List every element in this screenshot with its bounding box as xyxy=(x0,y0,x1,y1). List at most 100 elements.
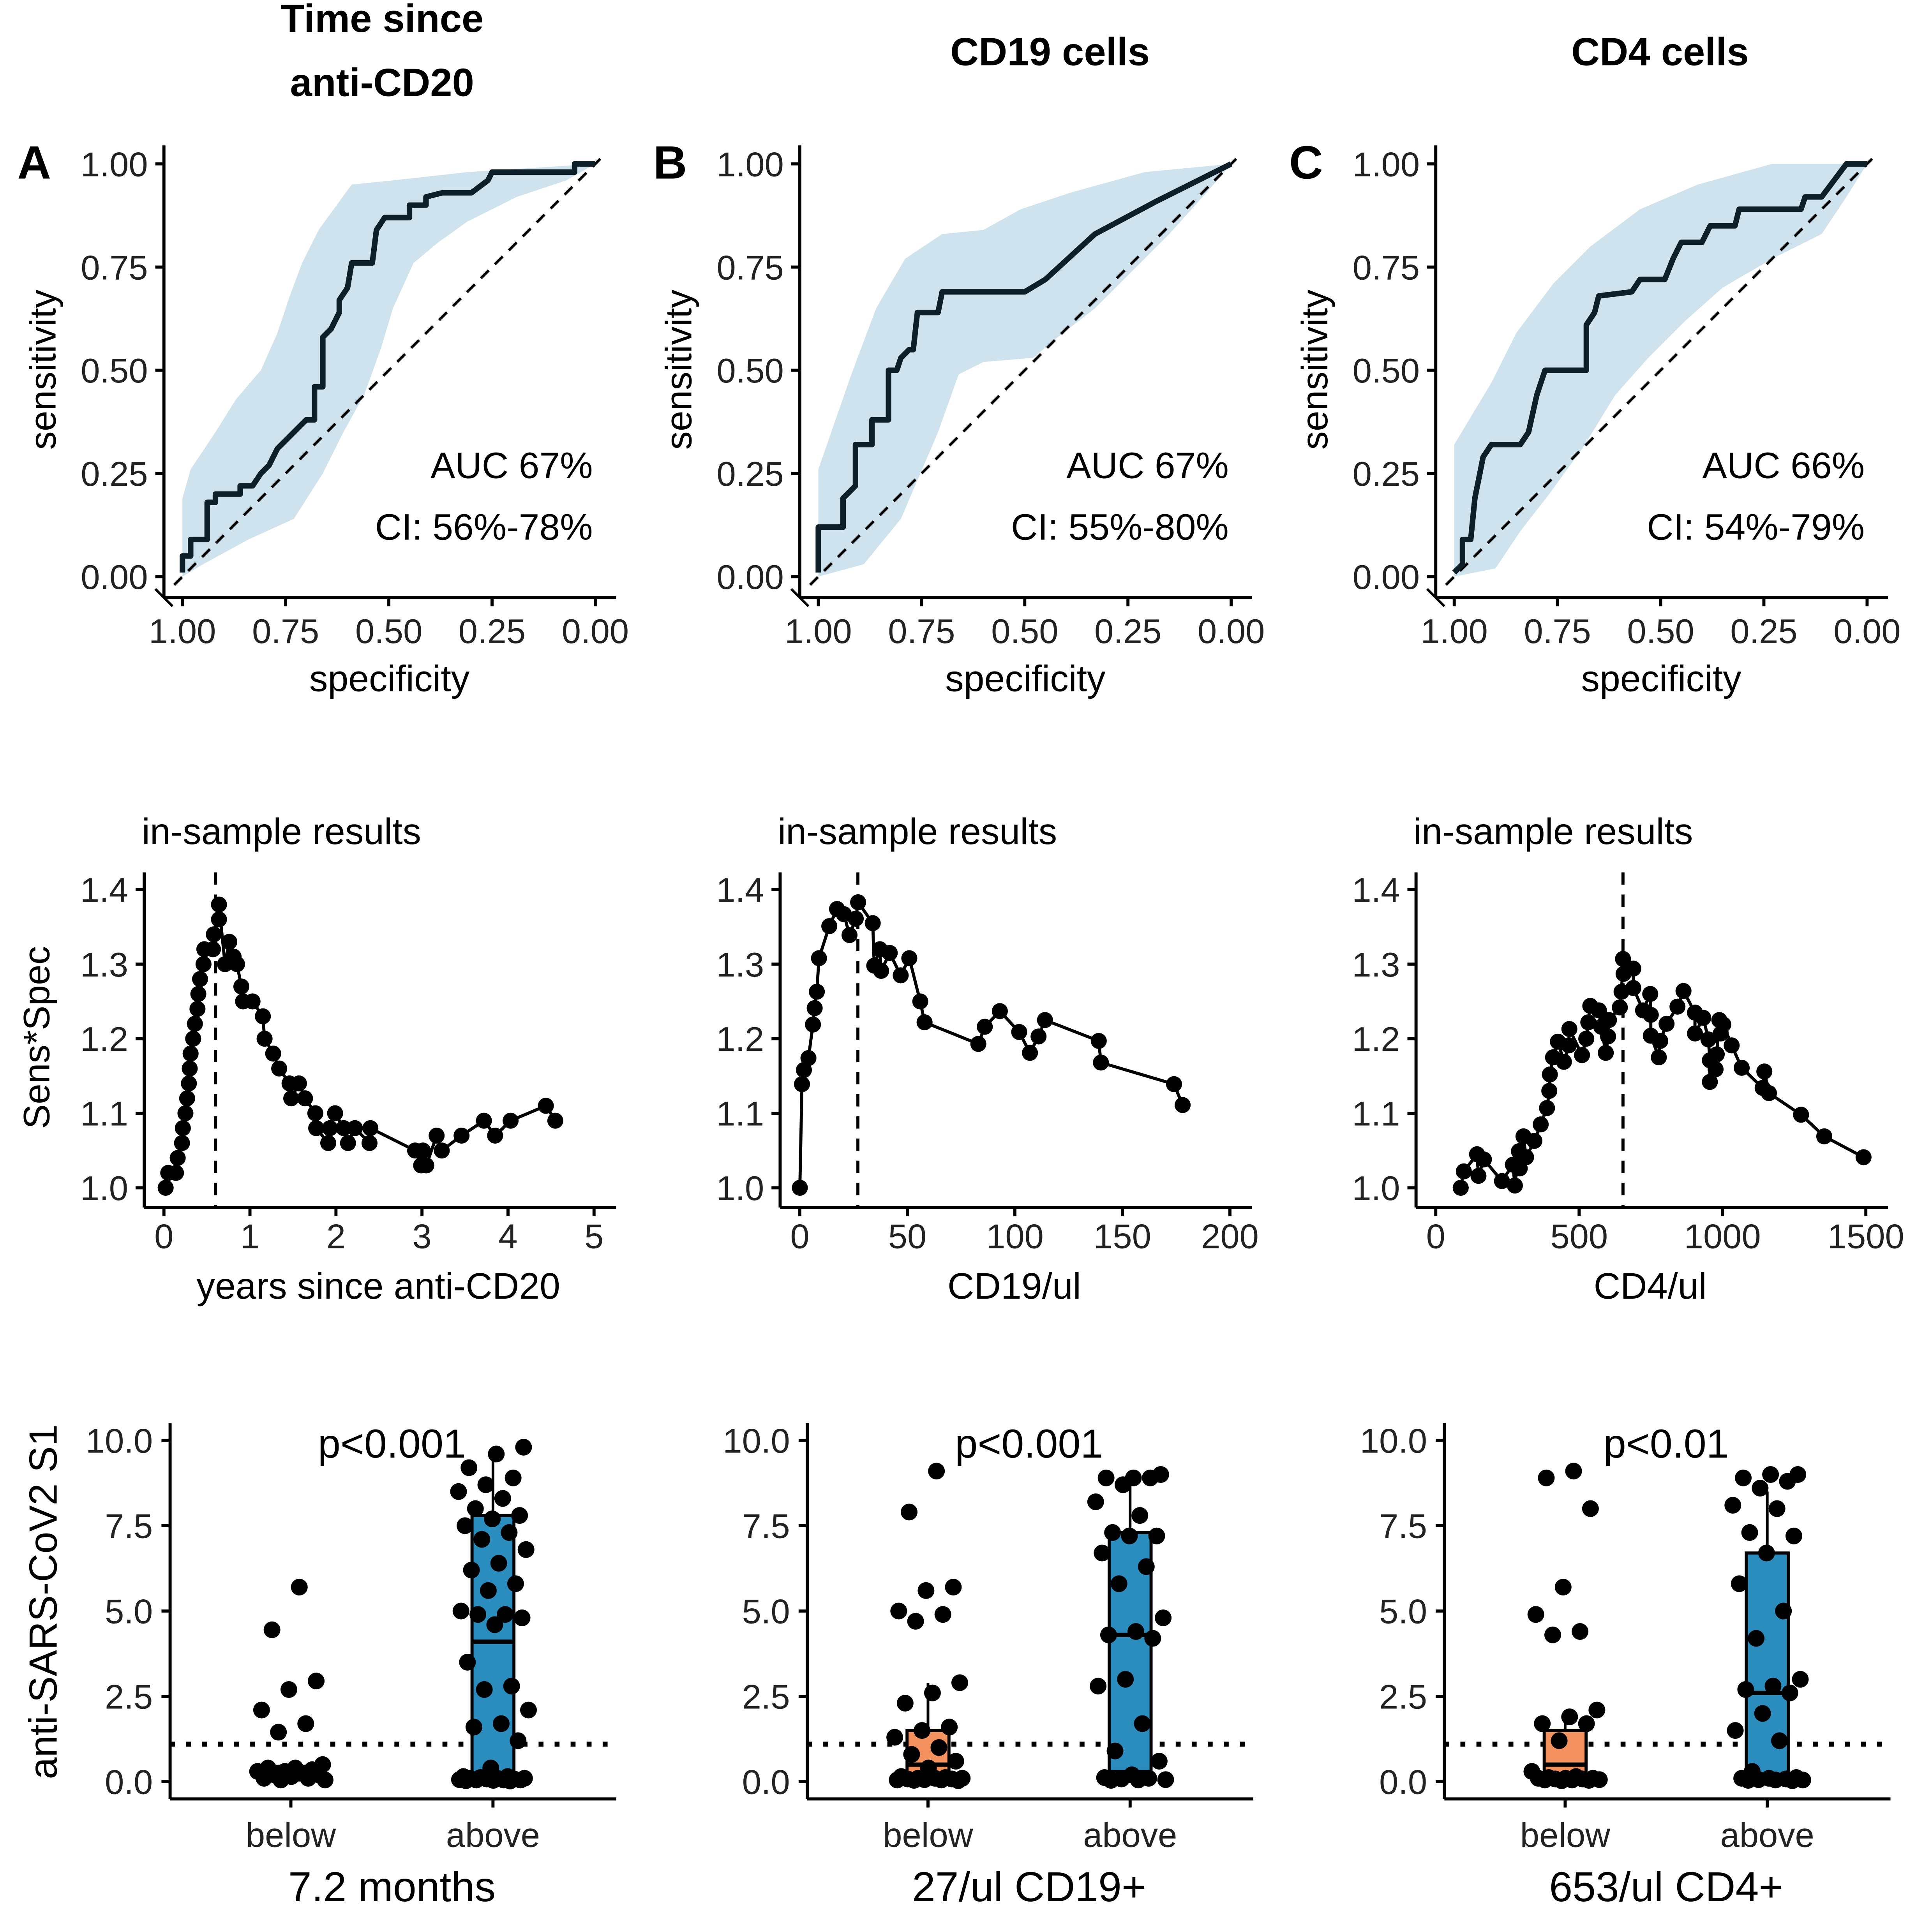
data-point xyxy=(1542,1066,1558,1083)
y-tick-label: 1.3 xyxy=(716,945,764,984)
reference-diagonal xyxy=(1445,155,1877,586)
data-point xyxy=(1456,1163,1472,1179)
data-point xyxy=(916,1014,933,1031)
data-point xyxy=(1758,1544,1775,1562)
auc-label: AUC 67% xyxy=(430,445,593,486)
reference-diagonal xyxy=(173,155,605,586)
y-tick-label: 2.5 xyxy=(1379,1678,1427,1716)
data-point xyxy=(882,945,898,961)
y-tick-label: 1.1 xyxy=(1352,1095,1400,1133)
data-point xyxy=(507,1575,524,1592)
data-point xyxy=(327,1105,343,1121)
data-point xyxy=(809,984,825,1000)
data-point xyxy=(487,1127,503,1144)
boxplot-chart-b: 0.0 2.5 5.0 7.5 10.0 below above p<0.001 27/ul C… xyxy=(723,1421,1254,1910)
y-tick-label: 5.0 xyxy=(1379,1592,1427,1631)
y-tick-label: 1.2 xyxy=(80,1020,128,1058)
data-point xyxy=(1669,998,1686,1015)
y-axis-title: Sens*Spec xyxy=(16,946,58,1129)
data-point xyxy=(1735,1469,1752,1486)
data-point xyxy=(934,1606,951,1623)
y-tick-label: 0.75 xyxy=(81,248,148,287)
x-tick-label: 1.00 xyxy=(785,612,852,650)
data-point xyxy=(300,1770,317,1787)
data-point xyxy=(1600,1028,1616,1045)
x-tick-label: 150 xyxy=(1094,1217,1151,1255)
chart-subtitle: in-sample results xyxy=(1413,811,1693,852)
ci-band xyxy=(182,164,595,577)
x-tick-label: 0.75 xyxy=(888,612,955,650)
data-point xyxy=(1142,1469,1159,1486)
data-point xyxy=(297,1715,314,1732)
x-axis-title: 7.2 months xyxy=(288,1863,496,1910)
y-tick-label: 0.25 xyxy=(81,455,148,493)
data-point xyxy=(1561,1021,1577,1037)
data-point xyxy=(1737,1681,1754,1698)
panel-letter: C xyxy=(1289,137,1323,189)
data-point xyxy=(1090,1033,1107,1049)
x-tick-label: 100 xyxy=(986,1217,1044,1255)
data-point xyxy=(1658,1015,1675,1032)
axis-corner-mark xyxy=(790,588,810,607)
data-point xyxy=(429,1127,445,1144)
data-point xyxy=(255,1008,271,1024)
ci-label: CI: 54%-79% xyxy=(1647,507,1865,548)
x-axis-title: specificity xyxy=(1581,658,1742,700)
data-point xyxy=(1157,1771,1174,1788)
data-point xyxy=(1534,1715,1551,1732)
x-tick-label: 0 xyxy=(790,1217,809,1255)
y-tick-label: 0.00 xyxy=(1353,558,1420,596)
axis-corner-mark xyxy=(1426,588,1445,607)
data-point xyxy=(505,1469,522,1486)
data-point xyxy=(361,1135,378,1151)
data-point xyxy=(933,1772,950,1789)
data-point xyxy=(510,1732,527,1749)
data-point xyxy=(893,967,909,984)
data-point xyxy=(340,1135,356,1151)
data-point xyxy=(497,1606,514,1623)
y-tick-label: 7.5 xyxy=(742,1507,790,1546)
data-point xyxy=(1110,1575,1127,1592)
data-point xyxy=(1476,1151,1492,1168)
x-tick-label: 0.75 xyxy=(1524,612,1591,650)
data-point xyxy=(1121,1527,1138,1544)
data-point xyxy=(1554,1579,1572,1596)
axis-corner-mark xyxy=(154,588,174,607)
y-tick-label: 1.2 xyxy=(1352,1020,1400,1058)
x-tick-label: below xyxy=(1520,1816,1611,1854)
data-point xyxy=(1785,1527,1802,1544)
x-tick-label: 0.00 xyxy=(1833,612,1900,650)
data-point xyxy=(1598,1045,1614,1061)
data-point xyxy=(1625,980,1641,996)
data-point xyxy=(473,1531,490,1548)
data-point xyxy=(1615,951,1631,967)
panel-letter: B xyxy=(653,137,687,189)
data-point xyxy=(308,1120,325,1136)
data-point xyxy=(1748,1630,1765,1647)
data-point xyxy=(1784,1772,1801,1789)
data-point xyxy=(291,1579,308,1596)
data-point xyxy=(297,1090,313,1107)
data-point xyxy=(517,1541,535,1558)
data-point xyxy=(924,1684,941,1701)
data-point xyxy=(501,1772,519,1789)
data-point xyxy=(322,1120,338,1136)
data-point xyxy=(1793,1107,1809,1123)
data-point xyxy=(792,1179,808,1196)
data-point xyxy=(1756,1063,1773,1080)
data-point xyxy=(1114,1476,1131,1493)
data-point xyxy=(291,1075,307,1092)
y-tick-label: 0.0 xyxy=(105,1763,153,1802)
data-point xyxy=(1779,1473,1796,1490)
reference-diagonal xyxy=(809,155,1240,586)
x-tick-label: 1500 xyxy=(1828,1217,1904,1255)
x-axis-title: CD19/ul xyxy=(947,1266,1081,1307)
data-point xyxy=(1764,1678,1782,1695)
y-tick-label: 1.3 xyxy=(1352,945,1400,984)
data-point xyxy=(1731,1575,1748,1592)
data-point xyxy=(1100,1626,1117,1643)
data-point xyxy=(1771,1732,1788,1749)
data-point xyxy=(1106,1742,1124,1759)
data-point xyxy=(1155,1609,1172,1627)
